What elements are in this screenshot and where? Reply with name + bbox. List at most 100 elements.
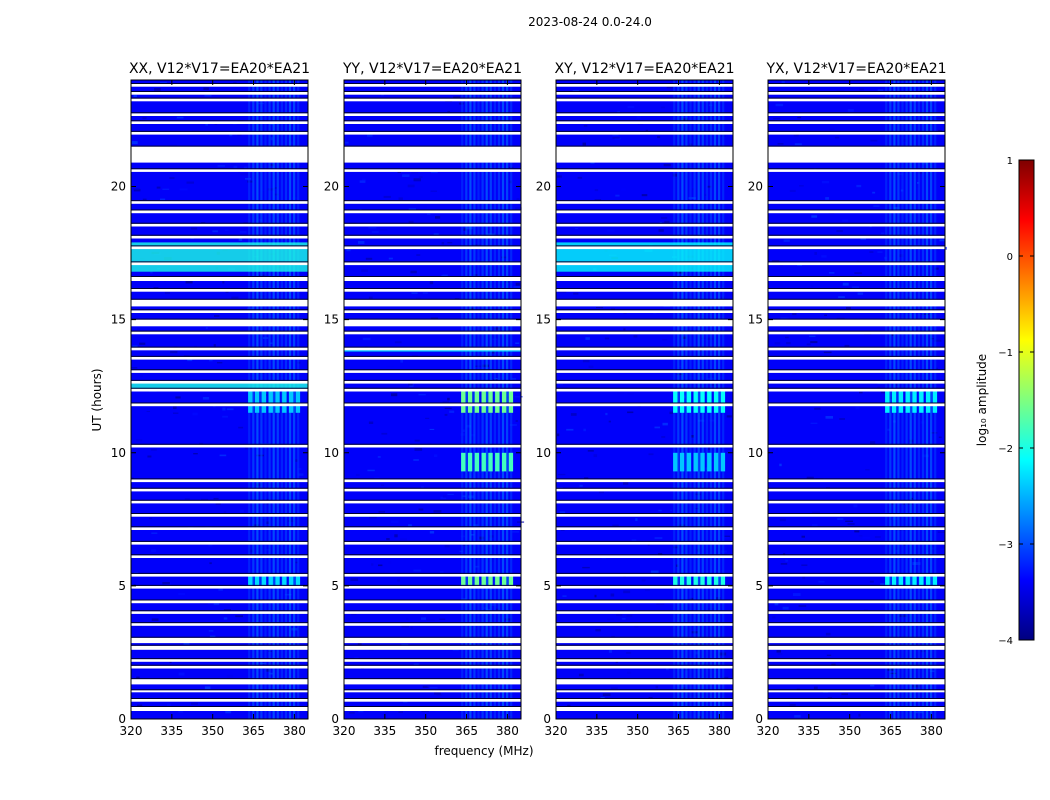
heatmap-cell — [183, 642, 190, 645]
heatmap-cell — [201, 222, 206, 224]
heatmap-cell — [579, 484, 583, 487]
heatmap-cell — [772, 616, 776, 619]
heatmap-cell — [865, 469, 870, 471]
flagged-row — [344, 98, 521, 102]
flagged-row — [556, 319, 733, 327]
rfi-peak — [282, 575, 287, 586]
heatmap-cell — [418, 393, 426, 396]
heatmap-cell — [906, 503, 913, 505]
y-tick-label: 5 — [118, 579, 126, 593]
flagged-row — [556, 347, 733, 351]
x-tick-label: 320 — [120, 724, 143, 738]
heatmap-cell — [909, 363, 916, 366]
heatmap-cell — [397, 171, 401, 173]
heatmap-cell — [495, 608, 500, 611]
flagged-row — [768, 690, 945, 693]
heatmap-cell — [225, 229, 229, 232]
flagged-row — [131, 84, 308, 87]
heatmap-cell — [407, 184, 415, 188]
flagged-row — [556, 479, 733, 483]
heatmap-cell — [708, 447, 711, 450]
heatmap-cell — [648, 453, 654, 456]
heatmap-cell — [774, 342, 781, 345]
heatmap-cell — [217, 165, 225, 167]
heatmap-cell — [186, 181, 194, 184]
flagged-row — [556, 262, 733, 266]
flagged-row — [556, 707, 733, 711]
heatmap-cell — [557, 175, 562, 178]
panel-title: XY, V12*V17=EA20*EA21 — [554, 61, 734, 77]
panel-frame — [130, 79, 309, 720]
rfi-peak — [707, 575, 712, 586]
heatmap-cell — [655, 685, 659, 689]
heatmap-cell — [173, 412, 179, 414]
heatmap-cell — [260, 496, 266, 500]
heatmap-cell — [163, 116, 167, 118]
heatmap-cell — [475, 565, 480, 568]
flagged-row — [768, 514, 945, 517]
heatmap-cell — [812, 524, 818, 527]
heatmap-cell — [623, 328, 626, 331]
heatmap-cell — [429, 281, 434, 285]
heatmap-cell — [267, 188, 275, 191]
heatmap-cell — [258, 295, 267, 298]
heatmap-cell — [247, 307, 254, 310]
heatmap-cell — [209, 359, 213, 362]
heatmap-cell — [406, 617, 409, 620]
heatmap-cell — [470, 434, 476, 437]
flagged-row — [131, 600, 308, 604]
heatmap-cell — [214, 315, 220, 317]
heatmap-cell — [235, 615, 243, 618]
heatmap-cell — [627, 671, 632, 674]
heatmap-cell — [515, 207, 522, 210]
rfi-peak — [501, 575, 507, 586]
heatmap-cell — [290, 141, 294, 145]
flagged-row — [344, 645, 521, 650]
flagged-row — [131, 310, 308, 313]
heatmap-cell — [685, 291, 693, 294]
heatmap-cell — [823, 351, 832, 354]
heatmap-cell — [669, 509, 672, 511]
heatmap-cell — [388, 561, 392, 564]
heatmap-cell — [827, 328, 833, 330]
flagged-row — [768, 113, 945, 116]
heatmap-cell — [938, 436, 942, 438]
heatmap-cell — [511, 378, 517, 381]
colorbar-tick-label: −4 — [998, 636, 1013, 647]
rfi-peak — [898, 391, 904, 413]
heatmap-cell — [132, 345, 138, 347]
heatmap-cell — [350, 578, 359, 581]
heatmap-cell — [614, 137, 621, 140]
heatmap-cell — [355, 473, 360, 476]
flagged-row — [556, 555, 733, 558]
flagged-row — [768, 527, 945, 530]
heatmap-cell — [264, 549, 271, 551]
heatmap-cell — [682, 336, 687, 339]
heatmap-cell — [447, 110, 450, 112]
y-tick-label: 10 — [748, 446, 763, 460]
heatmap-cell — [934, 367, 938, 369]
heatmap-cell — [397, 579, 400, 582]
rfi-peak — [919, 391, 924, 413]
rfi-peak — [700, 452, 705, 472]
heatmap-cell — [769, 333, 776, 337]
heatmap-cell — [421, 617, 426, 620]
x-tick-label: 380 — [283, 724, 306, 738]
flagged-row — [768, 388, 945, 392]
heatmap-cell — [219, 454, 227, 457]
heatmap-cell — [367, 469, 375, 472]
heatmap-cell — [226, 408, 234, 411]
heatmap-cell — [681, 687, 687, 691]
colorbar-gradient — [1018, 159, 1035, 641]
flagged-row — [768, 210, 945, 214]
heatmap-cell — [664, 220, 670, 224]
heatmap-cell — [213, 344, 216, 347]
flagged-row — [131, 92, 308, 95]
panel-title: XX, V12*V17=EA20*EA21 — [129, 61, 310, 77]
rfi-peak — [905, 391, 910, 413]
heatmap-cell — [789, 189, 796, 192]
heatmap-cell — [204, 686, 211, 690]
heatmap-cell — [430, 172, 438, 174]
x-tick-label: 365 — [879, 724, 902, 738]
heatmap-cell — [610, 687, 618, 689]
